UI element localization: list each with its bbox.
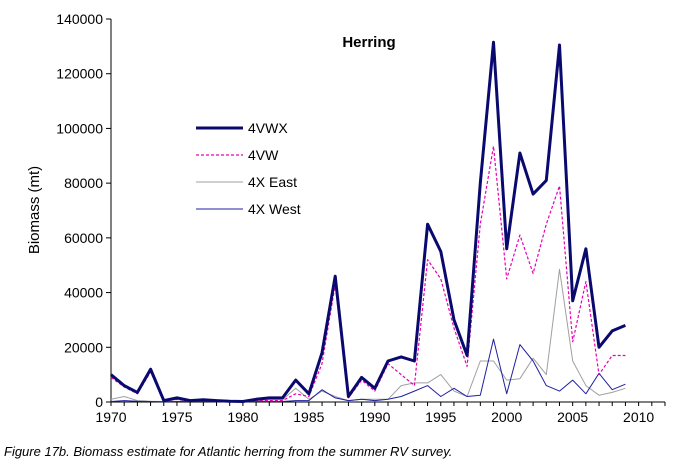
line-chart: 0 20000 40000 60000 80000 100000 120000 140000 1… <box>26 11 666 425</box>
x-tick-label: 2000 <box>491 409 522 425</box>
x-tick-label: 1970 <box>95 409 126 425</box>
y-tick-label: 100000 <box>56 120 103 136</box>
x-tick-label: 1990 <box>359 409 390 425</box>
x-tick-label: 1975 <box>161 409 192 425</box>
y-tick-label: 120000 <box>56 66 103 82</box>
legend-label-4x-west: 4X West <box>248 201 301 217</box>
figure-caption: Figure 17b. Biomass estimate for Atlanti… <box>4 444 453 459</box>
y-tick-label: 80000 <box>64 175 103 191</box>
x-tick-label: 2010 <box>623 409 654 425</box>
y-tick-label: 140000 <box>56 11 103 27</box>
y-tick-label: 40000 <box>64 285 103 301</box>
x-tick-label: 2005 <box>557 409 588 425</box>
legend-label-4x-east: 4X East <box>248 174 297 190</box>
legend: 4VWX 4VW 4X East 4X West <box>196 120 301 217</box>
chart-axes: 0 20000 40000 60000 80000 100000 120000 140000 1… <box>56 11 666 425</box>
y-axis-label: Biomass (mt) <box>26 166 43 254</box>
x-tick-label: 1985 <box>293 409 324 425</box>
x-tick-label: 1980 <box>227 409 258 425</box>
series-line-4vw <box>110 145 626 403</box>
series-layer <box>110 40 626 403</box>
x-tick-label: 1995 <box>425 409 456 425</box>
series-line-4x-west <box>110 338 626 403</box>
legend-label-4vwx: 4VWX <box>248 120 288 136</box>
series-line-4vwx <box>110 40 626 403</box>
y-tick-label: 60000 <box>64 230 103 246</box>
legend-label-4vw: 4VW <box>248 147 279 163</box>
chart-title: Herring <box>342 34 395 51</box>
y-tick-label: 20000 <box>64 339 103 355</box>
y-tick-label: 0 <box>95 394 103 410</box>
